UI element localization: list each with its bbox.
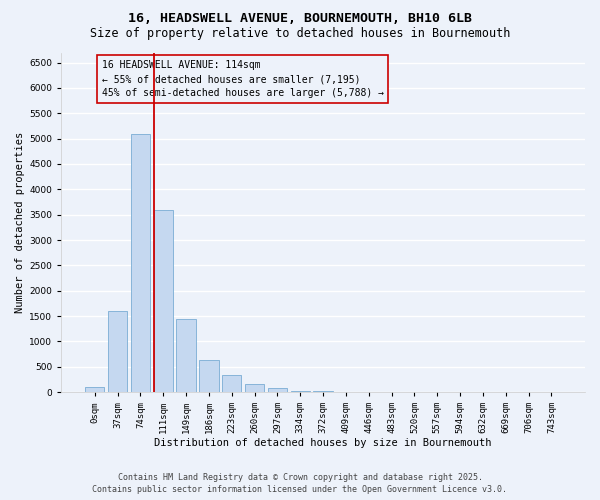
Bar — [154, 210, 173, 392]
Bar — [222, 376, 241, 392]
Bar — [176, 318, 196, 392]
X-axis label: Distribution of detached houses by size in Bournemouth: Distribution of detached houses by size … — [154, 438, 492, 448]
Y-axis label: Number of detached properties: Number of detached properties — [15, 132, 25, 313]
Bar — [108, 311, 127, 392]
Text: Contains HM Land Registry data © Crown copyright and database right 2025.
Contai: Contains HM Land Registry data © Crown c… — [92, 472, 508, 494]
Bar — [131, 134, 150, 392]
Bar — [85, 387, 104, 392]
Text: 16, HEADSWELL AVENUE, BOURNEMOUTH, BH10 6LB: 16, HEADSWELL AVENUE, BOURNEMOUTH, BH10 … — [128, 12, 472, 26]
Text: 16 HEADSWELL AVENUE: 114sqm
← 55% of detached houses are smaller (7,195)
45% of : 16 HEADSWELL AVENUE: 114sqm ← 55% of det… — [101, 60, 383, 98]
Bar — [268, 388, 287, 392]
Bar — [290, 390, 310, 392]
Bar — [199, 360, 218, 392]
Text: Size of property relative to detached houses in Bournemouth: Size of property relative to detached ho… — [90, 28, 510, 40]
Bar — [245, 384, 264, 392]
